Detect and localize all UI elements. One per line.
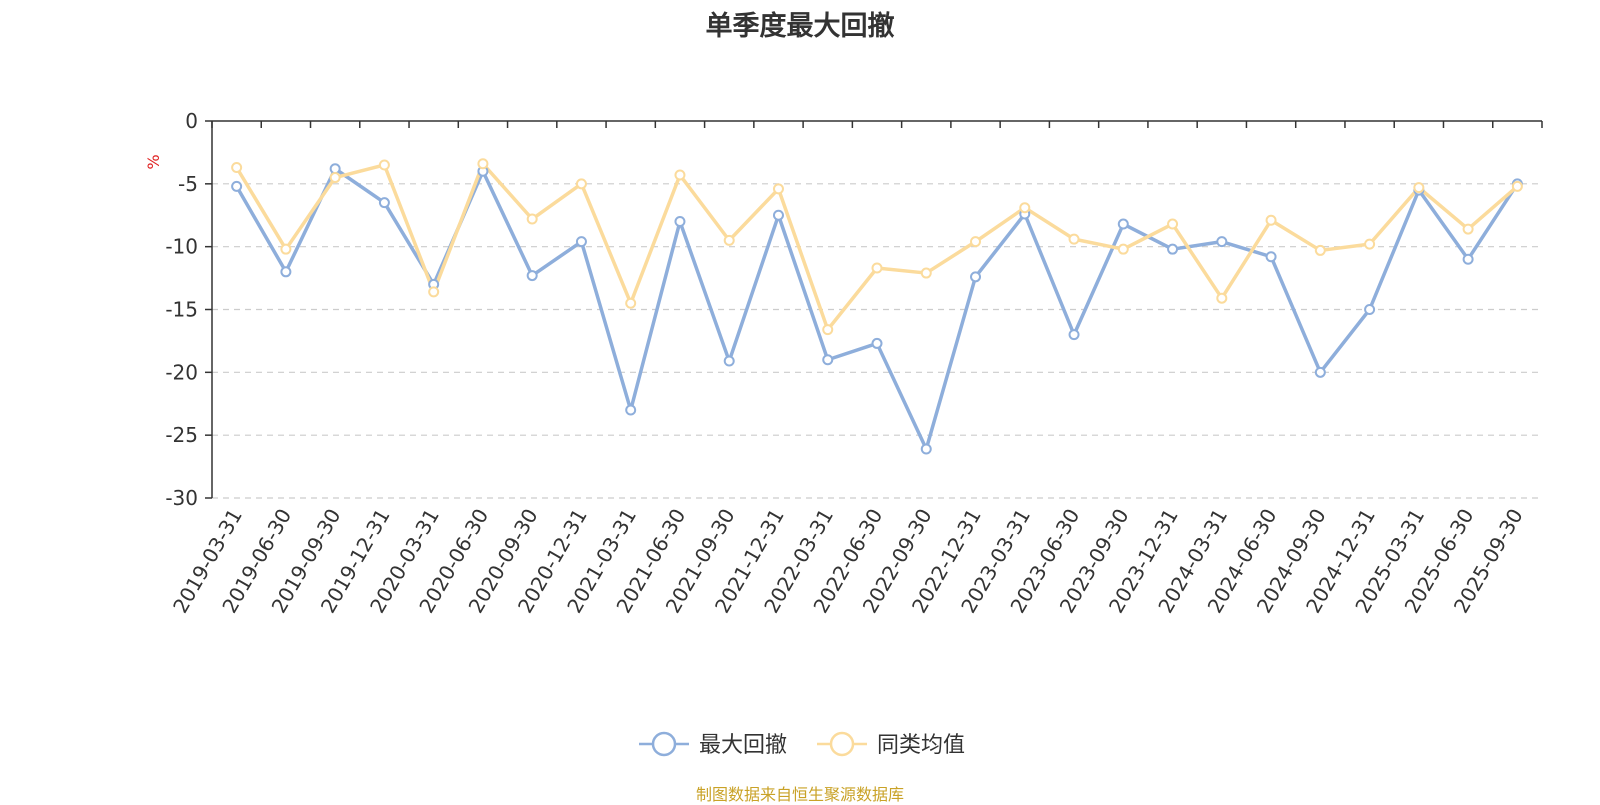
data-point-1[interactable] bbox=[1216, 236, 1228, 248]
data-point-2[interactable] bbox=[1413, 182, 1425, 194]
data-point-1[interactable] bbox=[1068, 329, 1080, 341]
legend-marker[interactable] bbox=[651, 731, 677, 757]
data-point-1[interactable] bbox=[1314, 366, 1326, 378]
data-point-2[interactable] bbox=[1117, 243, 1129, 255]
y-axis-unit: % bbox=[144, 154, 163, 169]
data-point-2[interactable] bbox=[575, 178, 587, 190]
data-point-1[interactable] bbox=[280, 266, 292, 278]
data-point-1[interactable] bbox=[1364, 304, 1376, 315]
y-tick-label: 0 bbox=[185, 109, 198, 133]
data-point-2[interactable] bbox=[1068, 233, 1080, 245]
data-point-2[interactable] bbox=[1314, 244, 1326, 256]
data-point-1[interactable] bbox=[231, 180, 243, 192]
data-point-2[interactable] bbox=[1019, 202, 1031, 214]
data-point-1[interactable] bbox=[526, 270, 538, 282]
data-point-1[interactable] bbox=[625, 404, 637, 416]
data-point-1[interactable] bbox=[1167, 243, 1179, 255]
data-point-2[interactable] bbox=[1265, 214, 1277, 226]
data-point-2[interactable] bbox=[280, 243, 292, 255]
chart-title: 单季度最大回撤 bbox=[705, 11, 895, 42]
data-point-2[interactable] bbox=[625, 297, 637, 309]
data-point-2[interactable] bbox=[378, 159, 390, 171]
y-tick-label: -30 bbox=[165, 486, 198, 510]
data-point-1[interactable] bbox=[1462, 253, 1474, 265]
data-point-2[interactable] bbox=[1462, 223, 1474, 235]
data-point-1[interactable] bbox=[970, 271, 982, 283]
data-point-1[interactable] bbox=[575, 236, 587, 248]
legend-marker[interactable] bbox=[829, 731, 855, 757]
data-point-2[interactable] bbox=[428, 286, 440, 298]
data-point-2[interactable] bbox=[920, 267, 932, 279]
data-point-2[interactable] bbox=[970, 236, 982, 248]
data-point-2[interactable] bbox=[1364, 238, 1376, 250]
data-point-1[interactable] bbox=[871, 337, 883, 349]
data-point-2[interactable] bbox=[477, 158, 489, 170]
legend-label[interactable]: 同类均值 bbox=[877, 733, 965, 758]
source-note: 制图数据来自恒生聚源数据库 bbox=[695, 785, 904, 804]
data-point-2[interactable] bbox=[772, 183, 784, 195]
y-tick-label: -10 bbox=[165, 235, 198, 259]
data-point-1[interactable] bbox=[1265, 251, 1277, 263]
data-point-2[interactable] bbox=[1511, 180, 1523, 192]
data-point-1[interactable] bbox=[329, 163, 341, 175]
y-tick-label: -20 bbox=[165, 360, 198, 384]
data-point-2[interactable] bbox=[1216, 292, 1228, 304]
data-point-2[interactable] bbox=[329, 172, 341, 184]
data-point-1[interactable] bbox=[378, 197, 390, 209]
data-point-2[interactable] bbox=[231, 161, 243, 173]
data-point-1[interactable] bbox=[822, 354, 834, 366]
data-point-2[interactable] bbox=[526, 213, 538, 225]
data-point-2[interactable] bbox=[723, 234, 735, 246]
data-point-1[interactable] bbox=[920, 443, 932, 455]
data-point-2[interactable] bbox=[871, 262, 883, 274]
legend-label[interactable]: 最大回撤 bbox=[699, 733, 787, 758]
data-point-2[interactable] bbox=[674, 169, 686, 181]
data-point-1[interactable] bbox=[1117, 218, 1129, 230]
y-tick-label: -15 bbox=[165, 298, 198, 322]
data-point-2[interactable] bbox=[1167, 218, 1179, 230]
y-tick-label: -25 bbox=[165, 423, 198, 447]
data-point-2[interactable] bbox=[822, 324, 834, 336]
data-point-1[interactable] bbox=[772, 209, 784, 221]
series-line-1 bbox=[235, 167, 1519, 451]
data-point-1[interactable] bbox=[723, 355, 735, 367]
y-tick-label: -5 bbox=[178, 172, 198, 196]
data-point-1[interactable] bbox=[674, 216, 686, 228]
